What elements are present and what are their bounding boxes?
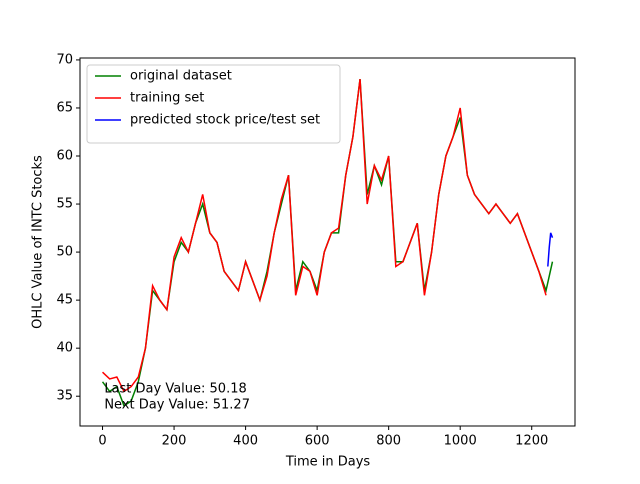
x-tick-label: 0 [98, 434, 106, 449]
x-tick-label: 1000 [444, 434, 477, 449]
series-line [547, 232, 554, 267]
x-tick-label: 400 [233, 434, 258, 449]
y-tick-label: 45 [56, 293, 73, 308]
axes-frame [79, 57, 576, 427]
legend-label: training set [130, 91, 204, 106]
y-axis-label: OHLC Value of INTC Stocks [31, 155, 46, 329]
legend-label: original dataset [130, 69, 232, 84]
legend-box [86, 64, 341, 144]
annotation: Next Day Value: 51.27 [104, 398, 250, 413]
series-line [102, 79, 547, 393]
x-tick-label: 200 [162, 434, 187, 449]
y-tick-label: 65 [56, 100, 73, 115]
y-tick-label: 60 [56, 149, 73, 164]
y-tick-label: 35 [56, 389, 73, 404]
y-tick-label: 55 [56, 197, 73, 212]
y-tick-label: 40 [56, 341, 73, 356]
y-tick-label: 50 [56, 245, 73, 260]
legend-label: predicted stock price/test set [130, 113, 320, 128]
annotation: Last Day Value: 50.18 [104, 382, 246, 397]
y-tick-label: 70 [56, 52, 73, 67]
x-axis-label: Time in Days [285, 455, 371, 470]
x-tick-label: 800 [376, 434, 401, 449]
x-tick-label: 1200 [515, 434, 548, 449]
x-tick-label: 600 [305, 434, 330, 449]
